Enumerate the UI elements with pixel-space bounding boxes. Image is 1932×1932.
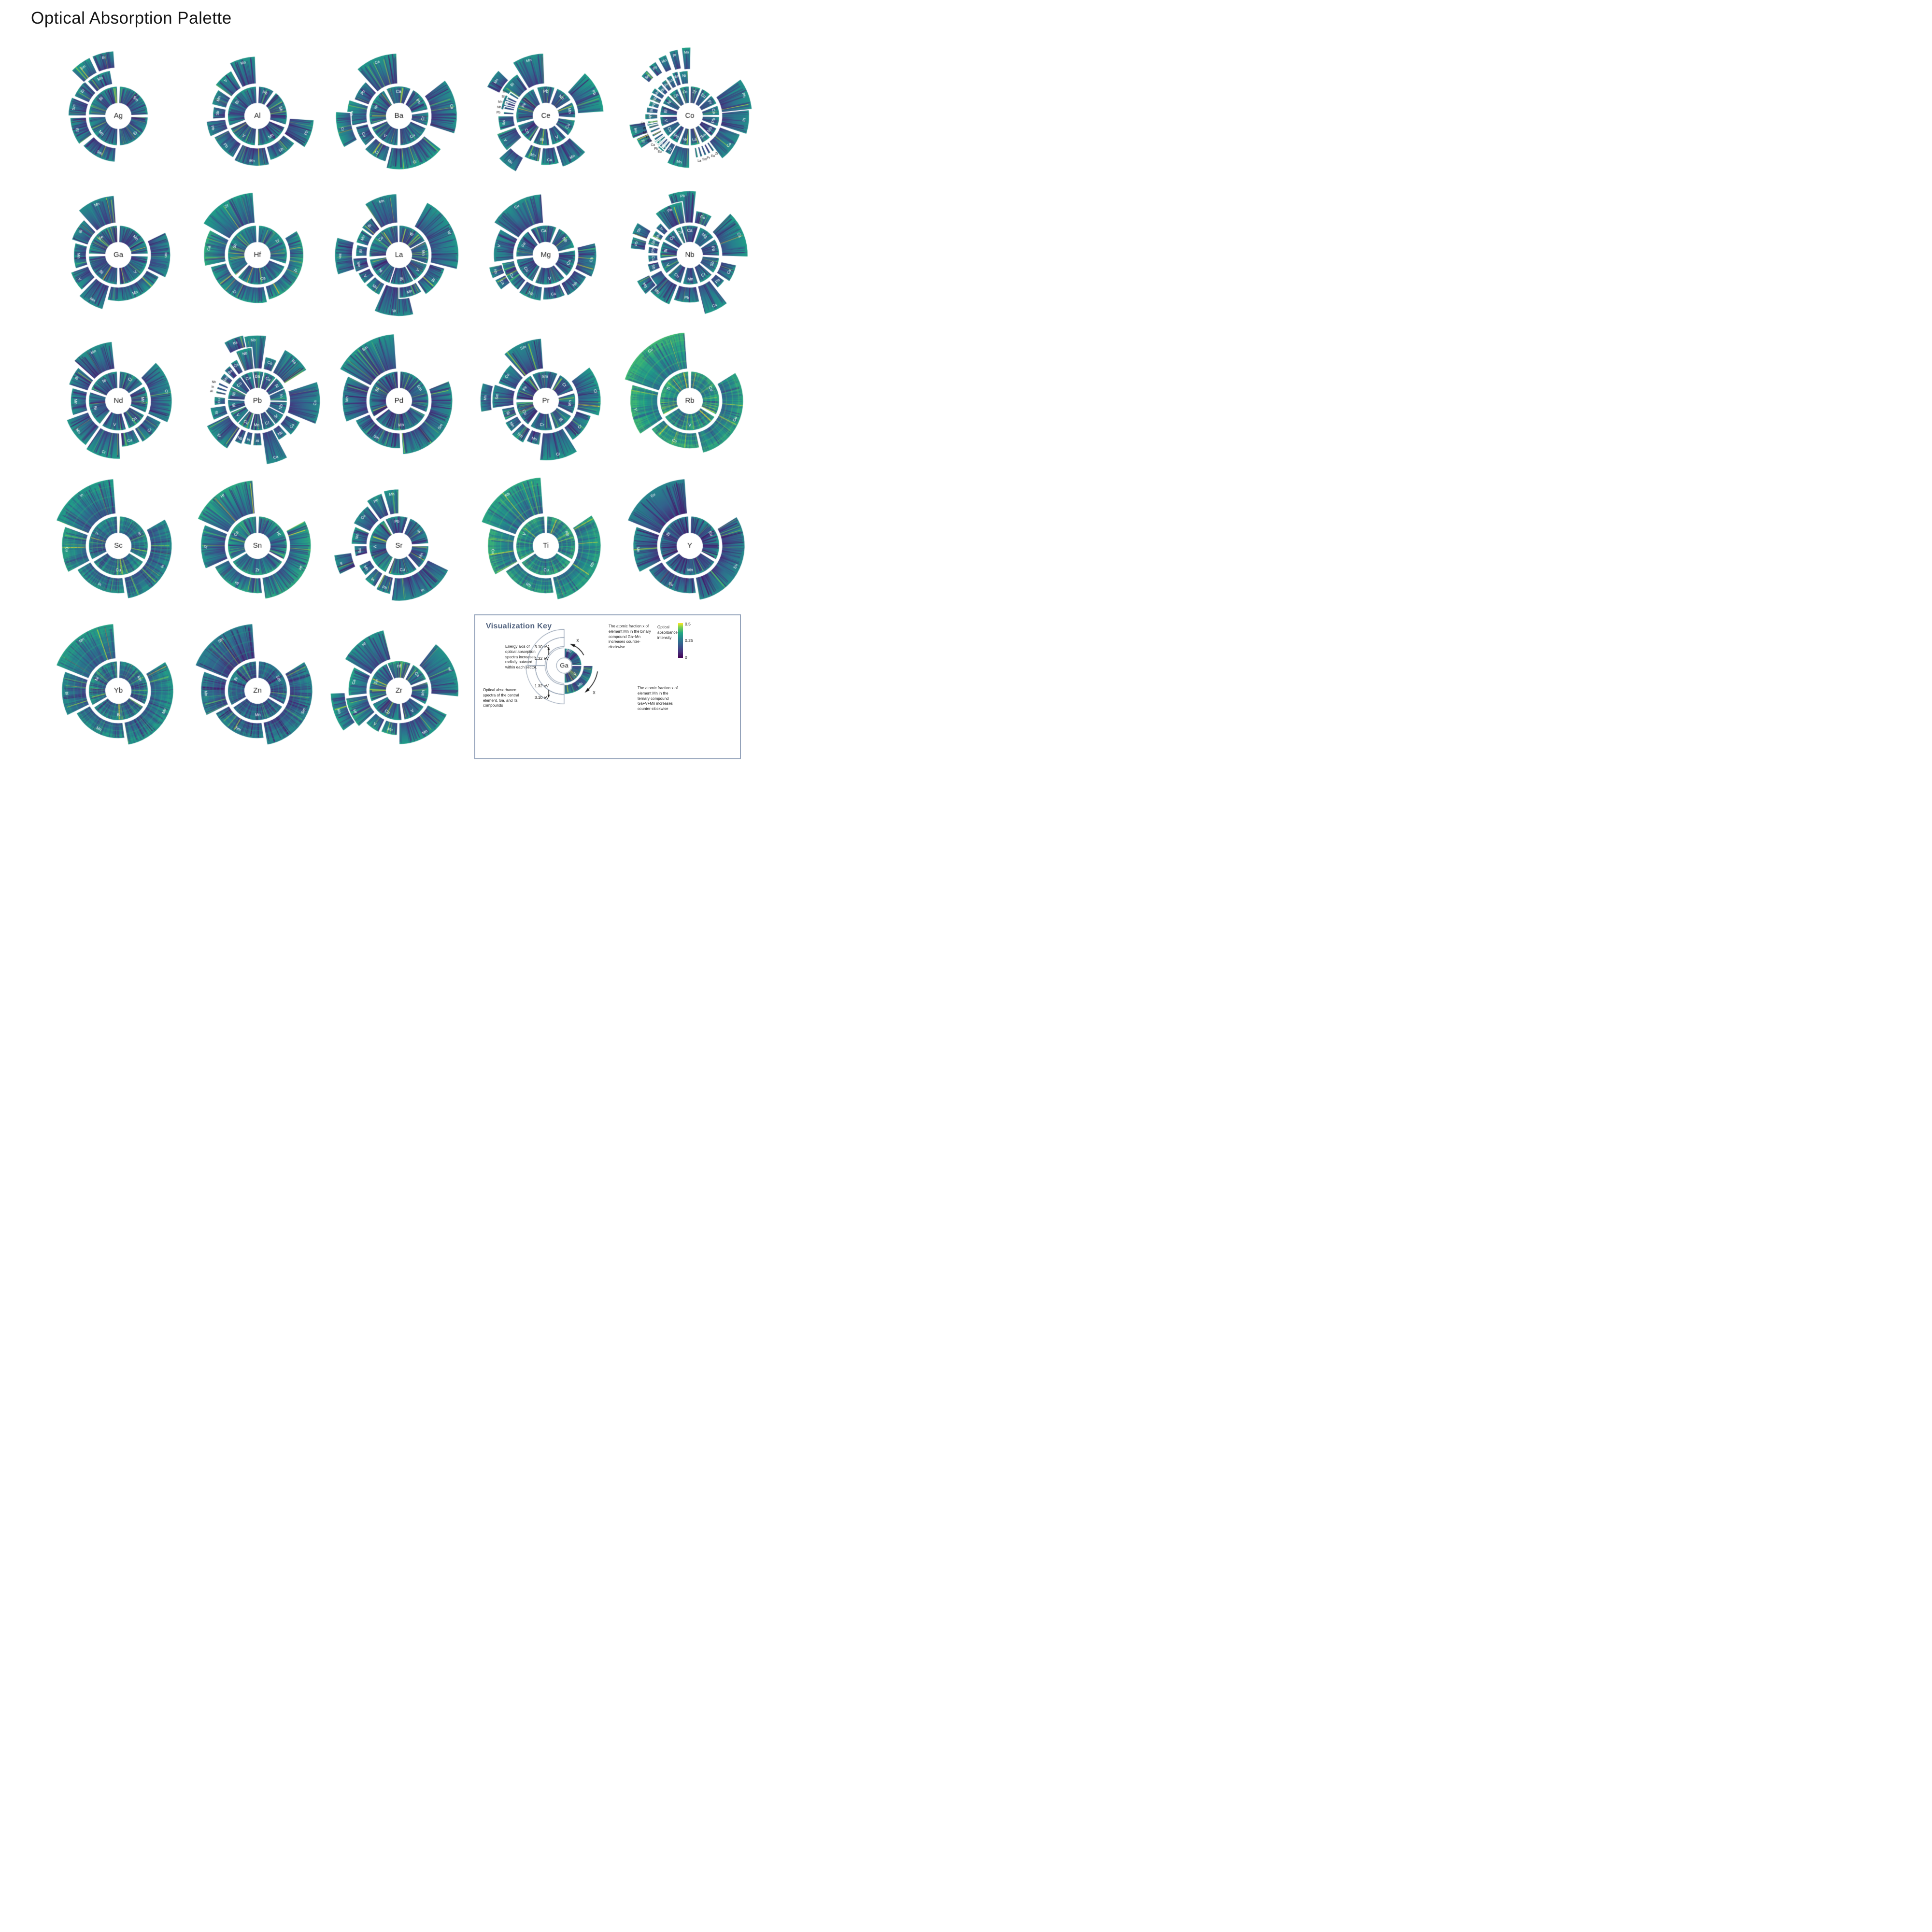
energy-top-outer: 3.10 eV: [534, 644, 549, 649]
key-central-note: Optical absorbance spectra of the centra…: [483, 688, 519, 708]
colorbar-title: Optical absorbance intensity: [657, 625, 678, 640]
colorbar-tick-max: 0.5: [685, 622, 691, 626]
colorbar-tick-min: 0: [685, 655, 687, 660]
sunburst-grid-canvas: [0, 0, 773, 773]
page-title: Optical Absorption Palette: [31, 9, 232, 28]
key-energy-note: Energy axis of optical absorption spectr…: [505, 644, 537, 670]
key-binary-note: The atomic fraction x of element Mn in t…: [609, 624, 651, 650]
colorbar-gradient: [678, 623, 683, 658]
key-title: Visualization Key: [486, 622, 552, 630]
energy-bottom-outer: 3.10 eV: [534, 695, 549, 700]
energy-top-inner: 1.32 eV: [534, 656, 549, 661]
colorbar-tick-mid: 0.25: [685, 638, 693, 643]
energy-bottom-inner: 1.32 eV: [534, 683, 549, 688]
visualization-key-panel: Visualization Key The atomic fraction x …: [474, 614, 741, 759]
key-ternary-note: The atomic fraction x of element Mn in t…: [638, 686, 678, 711]
